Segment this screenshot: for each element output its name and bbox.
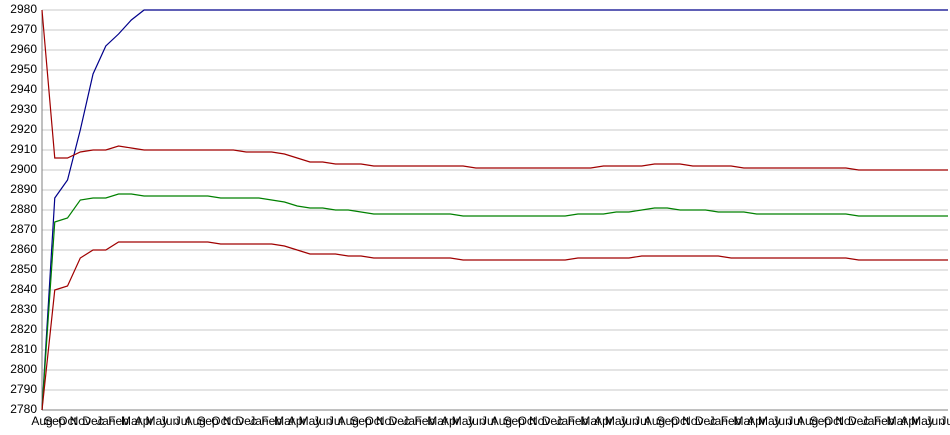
x-tick-label: Aug [338,414,359,428]
x-tick-label: Nov [529,414,550,428]
series-line [41,9,948,411]
x-tick-label: Jan [249,414,268,428]
y-tick-label: 2810 [10,342,37,356]
series-line [41,193,948,411]
x-tick-label: Aug [491,414,512,428]
x-tick-label: Jul [940,414,950,428]
x-tick-label: Mar [427,414,448,428]
y-tick-label: 2860 [10,242,37,256]
x-tick-label: May [299,414,322,428]
x-tick-label: Feb [108,414,129,428]
x-tick-label: May [911,414,934,428]
x-tick-label: Apr [747,414,766,428]
y-tick-label: 2950 [10,62,37,76]
y-tick-label: 2900 [10,162,37,176]
x-tick-label: Oct [671,414,690,428]
x-tick-label: Jul [787,414,802,428]
x-tick-label: Jul [328,414,343,428]
x-tick-label: Mar [887,414,908,428]
y-tick-label: 2840 [10,282,37,296]
y-tick-label: 2880 [10,202,37,216]
x-tick-label: Sep [197,414,219,428]
x-tick-label: Dec [235,414,256,428]
x-tick-label: Jun [619,414,638,428]
x-tick-label: Sep [44,414,66,428]
x-tick-label: Mar [274,414,295,428]
x-tick-label: Feb [721,414,742,428]
x-tick-label: Oct [518,414,537,428]
x-tick-label: Aug [184,414,205,428]
x-tick-label: May [452,414,475,428]
x-tick-label: Oct [58,414,77,428]
y-tick-label: 2920 [10,122,37,136]
x-tick-label: Oct [824,414,843,428]
series-line [41,9,948,171]
x-tick-label: Jun [926,414,945,428]
x-tick-label: Dec [389,414,410,428]
x-tick-label: Feb [414,414,435,428]
x-tick-label: Mar [580,414,601,428]
x-tick-label: Jul [175,414,190,428]
y-tick-label: 2830 [10,302,37,316]
x-tick-label: Jun [313,414,332,428]
x-tick-label: Jan [709,414,728,428]
x-tick-label: Apr [594,414,613,428]
y-tick-label: 2960 [10,42,37,56]
x-tick-label: Apr [288,414,307,428]
x-tick-label: Aug [644,414,665,428]
x-tick-label: Oct [364,414,383,428]
y-tick-label: 2940 [10,82,37,96]
y-tick-label: 2780 [10,402,37,416]
x-tick-label: Dec [848,414,869,428]
y-tick-label: 2790 [10,382,37,396]
x-tick-label: Nov [835,414,856,428]
x-tick-label: Dec [542,414,563,428]
x-tick-label: Nov [682,414,703,428]
y-tick-label: 2910 [10,142,37,156]
x-tick-label: Dec [695,414,716,428]
x-tick-label: Feb [874,414,895,428]
x-tick-label: Aug [31,414,52,428]
x-tick-label: Jan [556,414,575,428]
x-tick-label: Feb [261,414,282,428]
y-tick-label: 2850 [10,262,37,276]
x-tick-label: May [758,414,781,428]
y-tick-label: 2800 [10,362,37,376]
y-tick-label: 2970 [10,22,37,36]
x-tick-label: Apr [900,414,919,428]
x-tick-label: Jan [862,414,881,428]
x-tick-label: Mar [121,414,142,428]
y-tick-label: 2890 [10,182,37,196]
x-tick-label: Aug [797,414,818,428]
x-tick-label: Sep [503,414,525,428]
x-tick-label: May [146,414,169,428]
x-tick-label: Sep [810,414,832,428]
x-tick-label: Nov [70,414,91,428]
x-tick-label: Jul [481,414,496,428]
y-tick-label: 2820 [10,322,37,336]
y-tick-label: 2930 [10,102,37,116]
x-tick-label: Jul [634,414,649,428]
x-tick-label: Apr [441,414,460,428]
series-line [41,241,948,411]
y-tick-label: 2980 [10,2,37,16]
y-tick-label: 2870 [10,222,37,236]
x-tick-label: Dec [82,414,103,428]
x-tick-label: May [605,414,628,428]
x-tick-label: Nov [376,414,397,428]
x-tick-label: Sep [350,414,372,428]
x-tick-label: Oct [211,414,230,428]
x-tick-label: Sep [657,414,679,428]
x-tick-label: Jun [772,414,791,428]
x-tick-label: Feb [568,414,589,428]
x-tick-label: Nov [223,414,244,428]
x-tick-label: Jan [96,414,115,428]
x-tick-label: Mar [733,414,754,428]
x-tick-label: Jun [466,414,485,428]
x-tick-label: Jun [160,414,179,428]
x-tick-label: Apr [135,414,154,428]
x-tick-label: Jan [402,414,421,428]
